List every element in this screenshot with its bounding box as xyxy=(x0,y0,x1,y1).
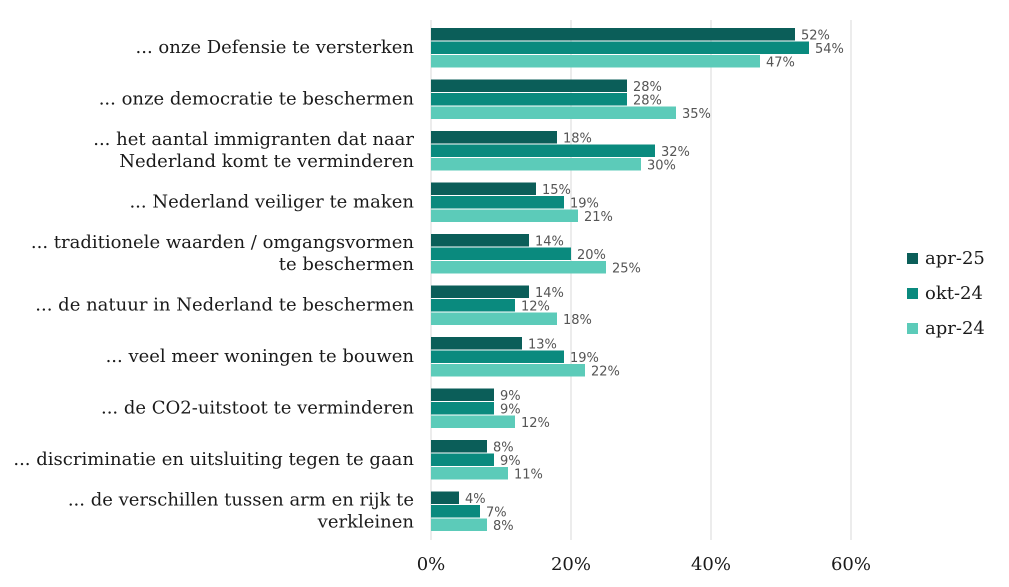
data-label: 7% xyxy=(486,506,507,521)
x-axis-ticks: 0% 20% 40% 60% xyxy=(417,554,871,575)
bar-apr-25-8 xyxy=(431,440,487,453)
data-label: 47% xyxy=(766,56,795,71)
data-label: 14% xyxy=(535,286,564,301)
bar-apr-24-1 xyxy=(431,106,676,119)
category-labels: ... onze Defensie te versterken ... onze … xyxy=(13,37,414,533)
data-labels: 52%54%47%28%28%35%18%32%30%15%19%21%14%2… xyxy=(465,29,844,535)
category-label: Nederland komt te verminderen xyxy=(119,151,414,172)
data-label: 21% xyxy=(584,210,613,225)
category-label: ... veel meer woningen te bouwen xyxy=(106,346,415,367)
category-label: ... discriminatie en uitsluiting tegen t… xyxy=(13,449,414,470)
bar-apr-25-9 xyxy=(431,491,459,504)
data-label: 20% xyxy=(577,248,606,263)
bar-okt-24-7 xyxy=(431,402,494,415)
legend-swatch-okt-24 xyxy=(907,288,918,299)
legend-label: apr-25 xyxy=(925,248,985,269)
bar-apr-25-5 xyxy=(431,285,529,298)
bar-okt-24-1 xyxy=(431,93,627,106)
category-label: ... traditionele waarden / omgangsvormen xyxy=(31,232,415,253)
category-label: ... Nederland veiliger te maken xyxy=(129,192,414,213)
data-label: 13% xyxy=(528,338,557,353)
legend-label: apr-24 xyxy=(925,318,985,339)
x-tick-label: 40% xyxy=(691,554,731,575)
category-label: ... onze Defensie te versterken xyxy=(136,37,415,58)
bar-apr-24-5 xyxy=(431,312,557,325)
category-label: ... de verschillen tussen arm en rijk te xyxy=(68,490,414,511)
data-label: 4% xyxy=(465,492,486,507)
category-label: verkleinen xyxy=(317,512,415,533)
legend: apr-25 okt-24 apr-24 xyxy=(907,248,985,339)
data-label: 22% xyxy=(591,365,620,380)
data-label: 28% xyxy=(633,94,662,109)
data-label: 30% xyxy=(647,159,676,174)
bar-apr-25-6 xyxy=(431,337,522,350)
category-label: ... de natuur in Nederland te beschermen xyxy=(35,295,414,316)
data-label: 11% xyxy=(514,468,543,483)
data-label: 12% xyxy=(521,300,550,315)
data-label: 18% xyxy=(563,313,592,328)
bar-apr-25-3 xyxy=(431,182,536,195)
bar-okt-24-0 xyxy=(431,41,809,54)
bar-apr-24-4 xyxy=(431,261,606,274)
bars xyxy=(431,28,809,531)
data-label: 35% xyxy=(682,107,711,122)
data-label: 19% xyxy=(570,197,599,212)
data-label: 15% xyxy=(542,183,571,198)
x-tick-label: 20% xyxy=(551,554,591,575)
bar-apr-24-7 xyxy=(431,415,515,428)
legend-swatch-apr-24 xyxy=(907,323,918,334)
data-label: 8% xyxy=(493,519,514,534)
bar-okt-24-5 xyxy=(431,299,515,312)
data-label: 9% xyxy=(500,403,521,418)
data-label: 9% xyxy=(500,389,521,404)
category-label: ... het aantal immigranten dat naar xyxy=(93,129,414,150)
bar-okt-24-9 xyxy=(431,505,480,518)
data-label: 28% xyxy=(633,80,662,95)
legend-label: okt-24 xyxy=(925,283,983,304)
data-label: 19% xyxy=(570,351,599,366)
bar-apr-25-4 xyxy=(431,234,529,247)
data-label: 25% xyxy=(612,262,641,277)
bar-apr-24-2 xyxy=(431,158,641,171)
x-tick-label: 60% xyxy=(831,554,871,575)
category-label: ... onze democratie te beschermen xyxy=(99,89,415,110)
bar-okt-24-8 xyxy=(431,453,494,466)
data-label: 14% xyxy=(535,235,564,250)
category-label: te beschermen xyxy=(279,254,415,275)
x-tick-label: 0% xyxy=(417,554,446,575)
bar-apr-24-0 xyxy=(431,55,760,68)
data-label: 12% xyxy=(521,416,550,431)
data-label: 9% xyxy=(500,454,521,469)
bar-apr-25-1 xyxy=(431,79,627,92)
bar-okt-24-6 xyxy=(431,350,564,363)
data-label: 18% xyxy=(563,132,592,147)
bar-okt-24-4 xyxy=(431,247,571,260)
bar-apr-24-8 xyxy=(431,467,508,480)
bar-apr-25-7 xyxy=(431,388,494,401)
bar-apr-25-0 xyxy=(431,28,795,41)
data-label: 32% xyxy=(661,145,690,160)
bar-okt-24-2 xyxy=(431,144,655,157)
data-label: 8% xyxy=(493,441,514,456)
data-label: 54% xyxy=(815,42,844,57)
bar-okt-24-3 xyxy=(431,196,564,209)
legend-swatch-apr-25 xyxy=(907,253,918,264)
category-label: ... de CO2-uitstoot te verminderen xyxy=(101,398,414,419)
bar-apr-24-3 xyxy=(431,209,578,222)
bar-apr-24-6 xyxy=(431,364,585,377)
bar-apr-25-2 xyxy=(431,131,557,144)
bar-apr-24-9 xyxy=(431,518,487,531)
data-label: 52% xyxy=(801,29,830,44)
